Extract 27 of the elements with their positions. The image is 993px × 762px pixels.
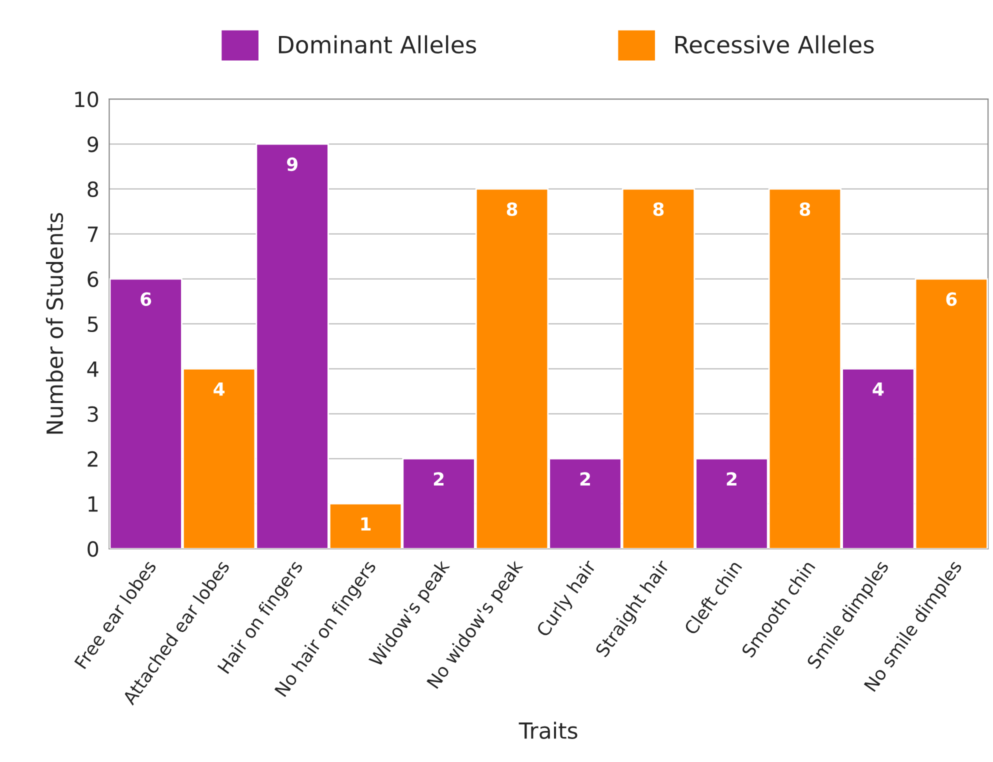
- data-label: 4: [872, 382, 884, 396]
- y-axis-title: Number of Students: [46, 213, 64, 434]
- y-tick-label: 3: [88, 406, 98, 422]
- y-tick-label: 4: [87, 362, 98, 377]
- y-tick-label: 1: [88, 496, 98, 512]
- data-label: 1: [361, 517, 371, 530]
- legend-label: Dominant Alleles: [278, 35, 476, 54]
- y-tick-label: 10: [75, 92, 98, 108]
- y-tick-label: 8: [88, 181, 98, 198]
- x-axis-title: Traits: [518, 722, 578, 739]
- data-label: 8: [800, 202, 810, 216]
- y-tick-label: 2: [88, 451, 98, 467]
- y-tick-label: 5: [88, 316, 98, 332]
- legend-label: Recessive Alleles: [675, 35, 874, 54]
- data-label: 4: [214, 382, 225, 396]
- y-tick-label: 9: [88, 136, 98, 152]
- data-label: 2: [434, 472, 444, 486]
- data-label: 6: [946, 292, 957, 306]
- data-label: 2: [580, 472, 590, 486]
- y-tick-label: 7: [88, 226, 98, 242]
- data-label: 9: [286, 157, 298, 172]
- data-label: 8: [506, 202, 518, 216]
- data-label: 6: [140, 292, 152, 306]
- data-label: 2: [726, 472, 736, 486]
- y-tick-label: 6: [88, 271, 98, 288]
- y-tick-label: 0: [88, 541, 98, 557]
- data-label: 8: [653, 202, 664, 216]
